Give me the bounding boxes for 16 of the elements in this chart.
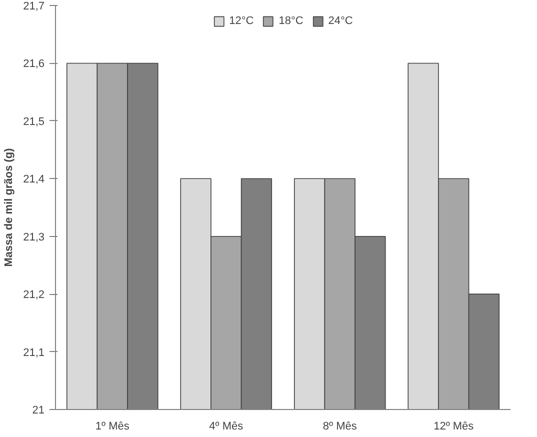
legend-label: 24°C (328, 15, 353, 27)
legend-label: 12°C (229, 15, 254, 27)
legend-label: 18°C (278, 15, 304, 27)
y-tick-label: 21 (32, 404, 45, 416)
y-tick-label: 21,4 (23, 174, 45, 186)
x-tick-label: 8º Mês (322, 420, 358, 432)
y-tick-label: 21,5 (23, 116, 45, 128)
y-tick-label: 21,2 (23, 289, 45, 302)
y-axis-title: Massa de mil grãos (g) (3, 148, 16, 267)
y-tick-label: 21,6 (23, 58, 45, 70)
x-tick-label: 1º Mês (95, 420, 130, 432)
x-tick-label: 12º Mês (434, 420, 474, 432)
y-tick-label: 21,1 (23, 346, 45, 359)
x-tick-label: 4º Mês (209, 420, 244, 432)
y-tick-label: 21,7 (23, 0, 45, 12)
y-tick-label: 21,3 (23, 231, 45, 244)
